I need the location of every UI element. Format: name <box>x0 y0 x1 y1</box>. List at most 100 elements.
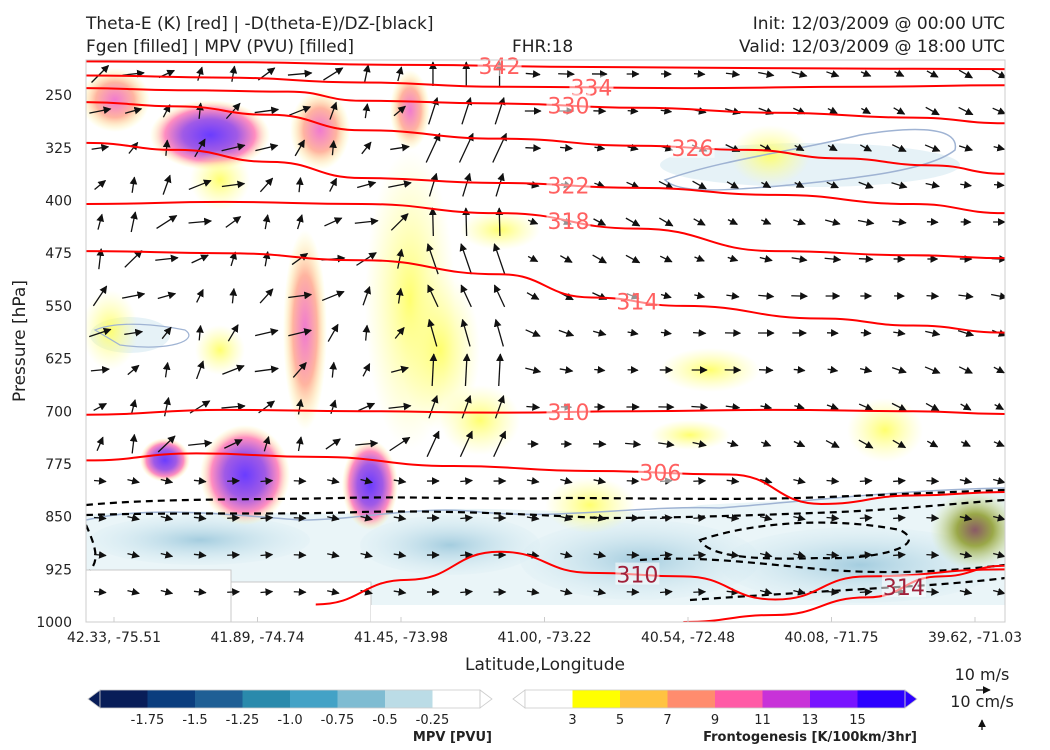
wind-vector <box>791 255 808 263</box>
wind-vector <box>89 327 112 338</box>
wind-vector <box>627 143 639 152</box>
wind-vector <box>527 254 539 263</box>
wind-vector <box>262 435 271 452</box>
wind-vector <box>957 329 975 338</box>
colorbar-extend-min <box>87 689 101 709</box>
stability-contours <box>86 488 1005 602</box>
wind-vector <box>193 477 207 485</box>
wind-vector <box>894 69 905 77</box>
wind-vector <box>225 216 242 228</box>
wind-vector <box>360 550 373 559</box>
wind-vector <box>127 364 140 376</box>
wind-vector <box>160 550 174 559</box>
wind-vector <box>460 551 474 559</box>
wind-vector <box>196 324 204 341</box>
wind-vector <box>958 144 973 152</box>
fgen-fill <box>190 150 250 210</box>
wind-vector <box>526 513 540 522</box>
wind-vector <box>892 439 907 449</box>
wind-vector <box>227 324 239 342</box>
fgen-fill <box>283 230 327 430</box>
wind-vector <box>94 180 107 190</box>
mpv-fill-blob <box>90 515 310 565</box>
wind-vector <box>924 366 941 374</box>
wind-vector <box>389 436 411 452</box>
wind-vector <box>827 106 838 115</box>
wind-vector <box>96 213 104 230</box>
wind-vector <box>925 181 940 189</box>
wind-vector <box>991 292 1005 301</box>
theta-e-contour-line <box>683 564 1005 622</box>
wind-vector <box>925 402 940 412</box>
wind-vector <box>221 143 246 152</box>
colorbar-tick-label: 7 <box>663 713 671 728</box>
wind-vector <box>221 180 246 189</box>
wind-vector <box>660 291 672 300</box>
wind-vector <box>160 513 174 522</box>
colorbar-swatch <box>385 690 433 708</box>
stability-contour <box>689 576 1005 602</box>
wind-vector <box>693 514 707 522</box>
wind-vector <box>858 439 874 449</box>
colorbar-swatch <box>857 690 906 708</box>
wind-vector <box>260 588 274 596</box>
colorbar-swatch <box>572 690 621 708</box>
colorbar-swatch <box>242 690 291 708</box>
stability-contour <box>86 488 1005 507</box>
wind-vector <box>327 323 339 342</box>
theta-e-contour-line <box>86 200 1005 260</box>
wind-vector <box>362 363 371 377</box>
wind-vector <box>90 365 110 374</box>
fgen-fill <box>545 477 635 533</box>
wind-vector <box>526 550 540 559</box>
wind-vector <box>157 435 176 453</box>
wind-vector <box>393 476 407 485</box>
wind-vector <box>196 102 204 119</box>
y-tick-label: 850 <box>45 510 72 526</box>
wind-vector <box>254 365 279 374</box>
wind-vector <box>358 402 376 412</box>
wind-vector <box>527 217 539 225</box>
wind-vector <box>726 292 740 300</box>
wind-vector <box>130 211 138 233</box>
wind-vector <box>494 394 505 419</box>
y-tick-label: 550 <box>45 299 72 315</box>
wind-vector <box>260 551 274 559</box>
theta-e-contour-label: 310 <box>547 401 589 426</box>
fgen-fill <box>390 70 430 150</box>
wind-vector <box>693 70 706 78</box>
wind-key-vertical-label: 10 cm/s <box>950 692 1014 711</box>
theta-e-label-bg <box>546 173 591 196</box>
wind-vector <box>692 440 707 448</box>
wind-vector <box>925 106 940 116</box>
wind-vector <box>129 176 138 193</box>
wind-vector <box>193 551 207 559</box>
colorbar-extend-max <box>479 689 493 709</box>
wind-vector <box>694 291 706 300</box>
wind-vector <box>993 143 1005 152</box>
wind-vector <box>726 477 740 485</box>
colorbar-tick-label: -0.25 <box>416 713 450 728</box>
wind-vector <box>759 513 773 522</box>
wind-vector <box>496 353 504 387</box>
wind-vector <box>324 217 343 227</box>
wind-vector <box>89 106 112 115</box>
wind-vector <box>162 361 171 378</box>
wind-vector <box>260 514 274 522</box>
wind-vector <box>859 144 873 152</box>
wind-vector <box>658 180 674 190</box>
wind-vector <box>861 106 871 115</box>
wind-vector <box>461 96 473 125</box>
wind-vector <box>259 177 274 193</box>
wind-vector <box>992 107 1005 115</box>
filled-fields <box>86 68 1005 622</box>
theta-e-label-bg <box>615 289 660 312</box>
wind-vector <box>725 70 741 78</box>
fgen-fill <box>342 440 398 530</box>
wind-vector <box>693 588 707 596</box>
wind-vector <box>390 365 409 374</box>
theta-e-label-bg <box>477 53 522 76</box>
wind-vector <box>727 217 738 225</box>
wind-vector <box>155 254 179 263</box>
